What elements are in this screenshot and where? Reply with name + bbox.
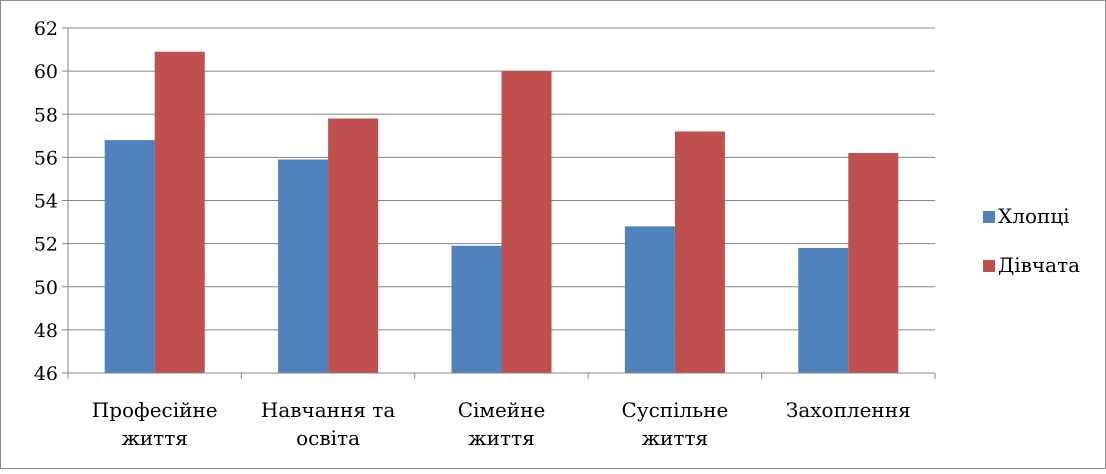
y-tick-label: 58 — [34, 104, 58, 126]
x-tick-label: Навчання та освіта — [261, 398, 395, 450]
y-tick-label: 54 — [34, 191, 58, 213]
bar-series-2 — [848, 153, 899, 373]
bar-series-2 — [154, 51, 205, 373]
axes — [62, 27, 936, 379]
bar-series-2 — [328, 118, 379, 373]
y-tick-label: 60 — [34, 61, 58, 83]
y-tick-labels: 46 48 50 52 54 56 58 60 62 — [34, 18, 58, 385]
legend-label: Хлопці — [998, 204, 1070, 228]
x-tick-label: Захоплення — [786, 398, 911, 422]
legend-label: Дівчата — [998, 253, 1080, 277]
y-tick-label: 50 — [34, 277, 58, 299]
legend: Хлопці Дівчата — [983, 204, 1080, 277]
bar-series-1 — [624, 226, 675, 373]
bar-series-1 — [104, 140, 155, 373]
bar-series-1 — [278, 159, 329, 373]
legend-swatch — [983, 260, 995, 272]
x-tick-label: Суспільне життя — [622, 398, 729, 450]
x-tick-labels: Професійне життя Навчання та освіта Сімейне ж… — [92, 398, 911, 450]
y-tick-label: 56 — [34, 147, 58, 169]
x-tick-label: Професійне життя — [92, 398, 218, 450]
bar-series-2 — [501, 71, 552, 373]
x-tick-label: Сімейне життя — [458, 398, 546, 450]
legend-swatch — [983, 211, 995, 223]
y-tick-label: 62 — [34, 18, 58, 40]
bars — [104, 51, 899, 373]
bar-series-2 — [674, 131, 725, 373]
bar-series-1 — [798, 247, 849, 373]
bar-series-1 — [451, 245, 502, 373]
y-tick-label: 48 — [34, 320, 58, 342]
y-tick-label: 46 — [34, 363, 58, 385]
y-tick-label: 52 — [34, 234, 58, 256]
